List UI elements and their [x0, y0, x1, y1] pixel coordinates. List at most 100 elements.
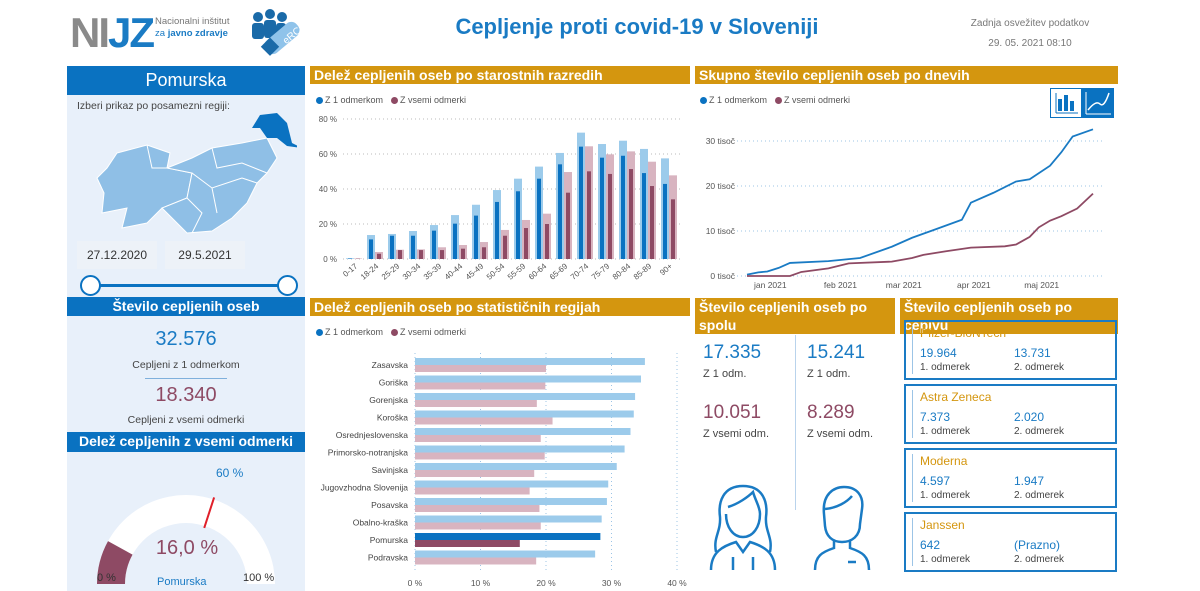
slovenia-map[interactable] — [92, 113, 297, 243]
bar-chart-icon — [1055, 93, 1078, 114]
x-tick-label: 25-29 — [380, 261, 402, 281]
bar-view-toggle[interactable] — [1050, 88, 1082, 118]
age-bar — [432, 230, 436, 259]
gauge-title: Delež cepljenih z vsemi odmerki — [67, 432, 305, 452]
region-label: Obalno-kraška — [353, 518, 409, 528]
age-bar — [474, 215, 478, 259]
x-tick-label: jan 2021 — [753, 280, 787, 290]
vaccine-name: Moderna — [920, 454, 968, 468]
age-bar — [558, 164, 562, 259]
region-bar-first — [415, 515, 602, 523]
male-first-label: Z 1 odm. — [807, 368, 851, 380]
date-slider-end-handle[interactable] — [277, 275, 298, 296]
date-slider-track[interactable] — [89, 284, 289, 287]
dose1-label: 1. odmerek — [920, 362, 971, 373]
legend-first[interactable]: Z 1 odmerkom — [700, 95, 767, 105]
gauge-panel: 60 % 16,0 % 0 % Pomurska 100 % — [67, 452, 305, 591]
region-panel: Izberi prikaz po posamezni regiji: 27.12… — [67, 95, 305, 297]
gender-title: Število cepljenih oseb po spolu — [695, 298, 895, 334]
x-tick-label: 40 % — [667, 578, 687, 588]
age-bar — [579, 146, 583, 259]
dose2-count: 13.731 — [1014, 346, 1051, 360]
region-label: Jugovzhodna Slovenija — [321, 483, 409, 493]
female-full: 10.051 — [703, 402, 762, 423]
age-bar — [629, 169, 633, 259]
line-view-toggle[interactable] — [1082, 88, 1114, 118]
x-tick-label: feb 2021 — [824, 280, 857, 290]
gauge-track — [97, 495, 275, 584]
gauge-max-label: 100 % — [243, 572, 275, 584]
region-bar-first — [415, 358, 645, 365]
dose1-label: 1. odmerek — [920, 554, 971, 565]
dose1-count: 7.373 — [920, 410, 951, 424]
legend-full[interactable]: Z vsemi odmerki — [391, 95, 466, 105]
vaccine-name: Pfizer-BioNTech — [920, 326, 1007, 340]
x-tick-label: 85-89 — [632, 261, 654, 281]
counts-divider — [145, 378, 227, 379]
age-bar — [461, 248, 465, 259]
date-to[interactable]: 29.5.2021 — [165, 241, 245, 269]
y-tick-label: 0 % — [323, 255, 337, 264]
x-tick-label: 60-64 — [527, 261, 549, 281]
legend-first[interactable]: Z 1 odmerkom — [316, 327, 383, 337]
legend-full[interactable]: Z vsemi odmerki — [391, 327, 466, 337]
region-chart-legend: Z 1 odmerkom Z vsemi odmerki — [316, 327, 466, 337]
age-chart-title: Delež cepljenih oseb po starostnih razre… — [310, 66, 690, 84]
map-region-west[interactable] — [96, 144, 193, 229]
dose1-count: 4.597 — [920, 474, 951, 488]
female-full-label: Z vsemi odm. — [703, 428, 770, 440]
age-bar — [621, 155, 625, 259]
page-title: Cepljenje proti covid-19 v Sloveniji — [455, 14, 819, 39]
gauge-region-label: Pomurska — [157, 576, 207, 588]
age-bar — [398, 250, 402, 259]
legend-full[interactable]: Z vsemi odmerki — [775, 95, 850, 105]
female-icon — [709, 484, 777, 571]
selected-region-title: Pomurska — [67, 66, 305, 95]
gauge-fill — [97, 541, 133, 584]
map-borders — [146, 144, 268, 234]
dose1-count: 642 — [920, 538, 941, 552]
date-from[interactable]: 27.12.2020 — [77, 241, 157, 269]
counts-panel: 32.576 Cepljeni z 1 odmerkom 18.340 Cepl… — [67, 316, 305, 432]
female-first-label: Z 1 odm. — [703, 368, 747, 380]
region-bar-full — [415, 487, 530, 495]
region-bar-full — [415, 435, 541, 442]
age-bar — [503, 235, 507, 259]
region-bar-full — [415, 417, 553, 425]
region-prompt: Izberi prikaz po posamezni regiji: — [77, 100, 230, 112]
region-bar-full — [415, 400, 537, 407]
age-bar — [516, 191, 520, 259]
dose2-label: 2. odmerek — [1014, 554, 1065, 565]
x-tick-label: 20 % — [536, 578, 556, 588]
age-bar — [650, 186, 654, 259]
age-bar — [663, 183, 667, 259]
legend-first[interactable]: Z 1 odmerkom — [316, 95, 383, 105]
dose1-label: 1. odmerek — [920, 426, 971, 437]
age-bar — [495, 201, 499, 259]
vaccine-card: Astra Zeneca 7.373 2.020 1. odmerek 2. o… — [904, 384, 1117, 444]
vaccine-name: Janssen — [920, 518, 965, 532]
age-bar — [608, 173, 612, 259]
x-tick-label: apr 2021 — [957, 280, 991, 290]
map-region-pomurska[interactable] — [252, 113, 297, 148]
region-bar-first — [415, 410, 634, 418]
date-slider-start-handle[interactable] — [80, 275, 101, 296]
gauge-chart — [97, 495, 275, 584]
x-tick-label: 50-54 — [485, 261, 507, 281]
region-bar-full — [415, 470, 535, 477]
region-bar-first — [415, 393, 636, 400]
age-bar — [642, 173, 646, 259]
org-name: Nacionalni inštitut za javno zdravje — [155, 16, 230, 39]
vaccine-card: Pfizer-BioNTech 19.964 13.731 1. odmerek… — [904, 320, 1117, 380]
x-tick-label: 35-39 — [422, 261, 444, 281]
x-tick-label: 55-59 — [506, 261, 528, 281]
line-chart-legend: Z 1 odmerkom Z vsemi odmerki — [700, 95, 850, 105]
line-chart: 0 tisoč 10 tisoč 20 tisoč 30 tisoč jan 2021 f… — [706, 128, 1105, 290]
region-label: Koroška — [377, 413, 408, 423]
region-label: Zasavska — [372, 360, 409, 370]
age-bar — [566, 192, 570, 259]
region-label: Primorsko-notranjska — [328, 448, 409, 458]
region-bar-first — [415, 533, 601, 540]
male-full-label: Z vsemi odm. — [807, 428, 874, 440]
age-bar — [524, 228, 528, 259]
